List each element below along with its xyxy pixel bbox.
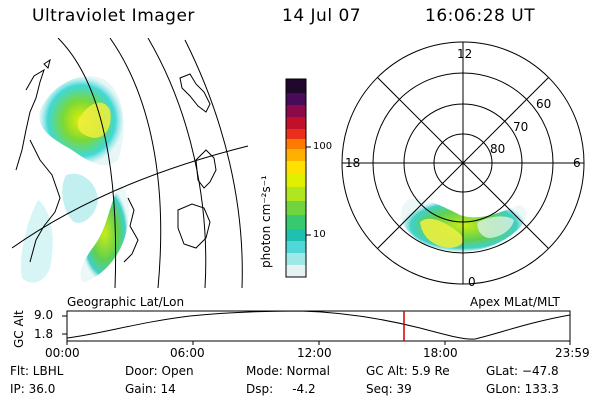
apex-projection-label: Apex MLat/MLT [470,295,560,309]
mlt-18-label: 18 [345,156,361,170]
colorbar-unit-label: photon cm⁻²s⁻¹ [259,175,273,268]
door-info: Door: Open [125,364,194,378]
mlt-0-label: 0 [468,275,476,289]
xtick-1800: 18:00 [423,346,458,360]
time-label: 16:06:28 UT [425,6,536,26]
aurora-emission-left [20,76,129,283]
dsp-info: Dsp: -4.2 [246,382,316,396]
mlt-12-label: 12 [457,47,473,61]
altitude-ylabel: GC Alt [12,310,26,348]
xtick-0000: 00:00 [45,346,80,360]
mlat-60-label: 60 [536,97,552,111]
instrument-title: Ultraviolet Imager [32,6,195,26]
glon-info: GLon: 133.3 [486,382,559,396]
xtick-0600: 06:00 [170,346,205,360]
colorbar-tick-100: 100 [313,141,333,152]
ip-info: IP: 36.0 [10,382,56,396]
glat-info: GLat: −47.8 [486,364,559,378]
altitude-ytick-max: 9.0 [34,308,54,322]
altitude-ytick-min: 1.8 [34,327,54,341]
gc-alt-info: GC Alt: 5.9 Re [366,364,450,378]
seq-info: Seq: 39 [366,382,412,396]
altitude-plot [62,310,571,345]
mlat-80-label: 80 [490,142,506,156]
filter-info: Flt: LBHL [10,364,64,378]
date-label: 14 Jul 07 [282,6,362,26]
aurora-emission-polar [401,198,527,253]
polar-plot [341,41,585,285]
xtick-2359: 23:59 [555,346,590,360]
colorbar [285,78,311,278]
mode-info: Mode: Normal [246,364,330,378]
gain-info: Gain: 14 [125,382,176,396]
geographic-map [12,38,249,288]
geographic-projection-label: Geographic Lat/Lon [67,295,185,309]
mlat-70-label: 70 [513,120,529,134]
xtick-1200: 12:00 [297,346,332,360]
mlt-6-label: 6 [573,156,581,170]
colorbar-tick-10: 10 [313,229,326,240]
